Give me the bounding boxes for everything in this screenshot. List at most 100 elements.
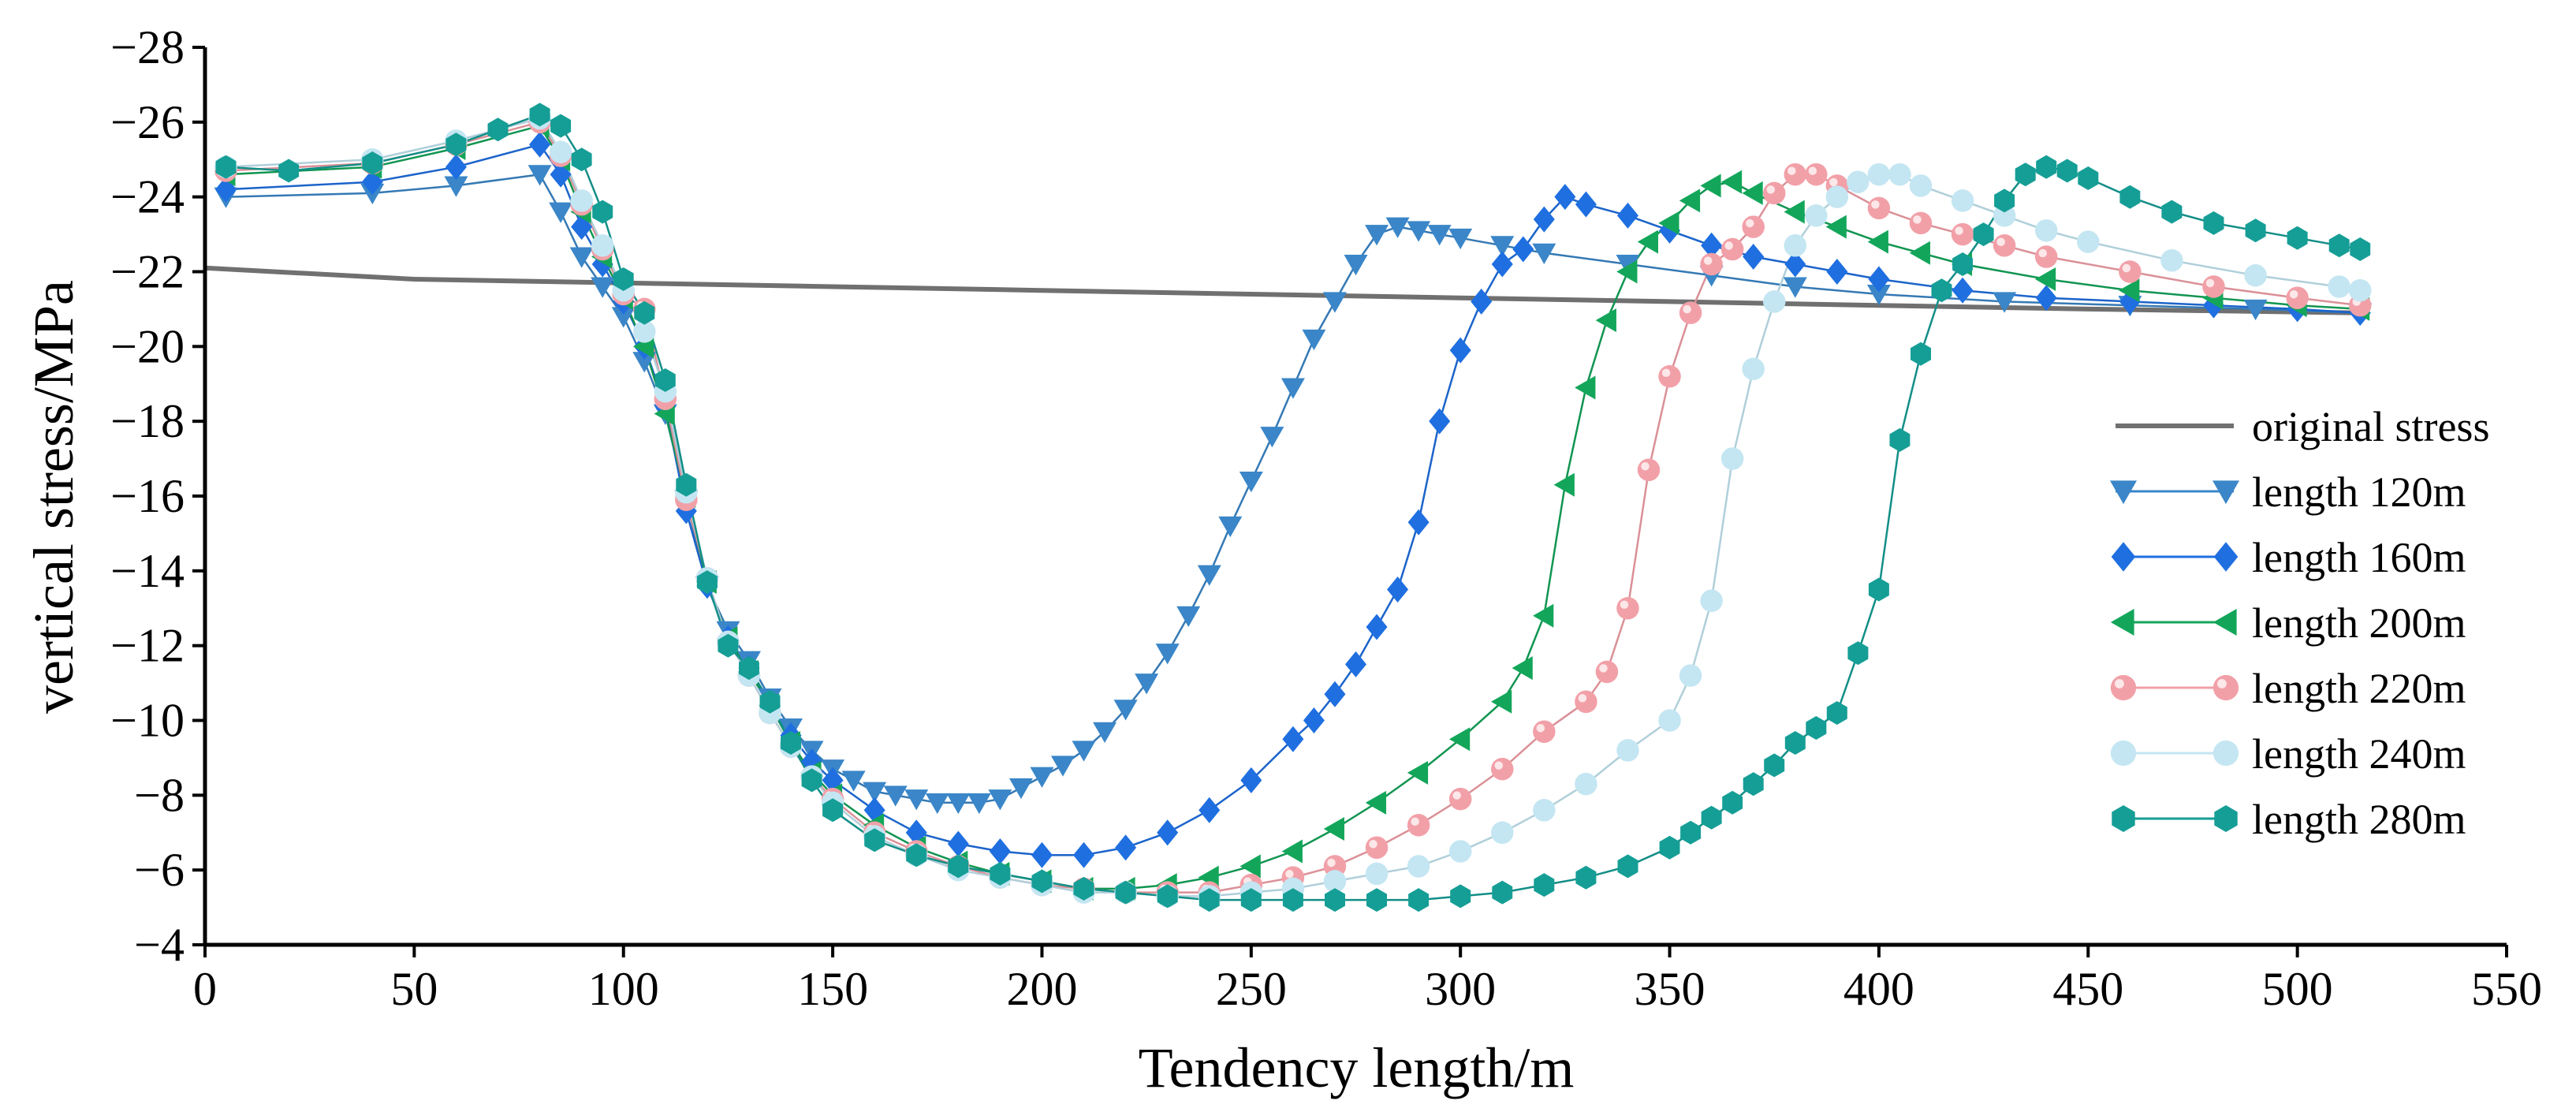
diamond-marker [1240,767,1262,793]
sphere-highlight [1661,368,1671,378]
diamond-marker [529,131,551,158]
hexagon-marker [2112,805,2135,832]
circle-marker [2328,275,2350,298]
sphere-marker [1616,597,1639,620]
triangle-left-marker [2213,609,2237,636]
diamond-marker [989,838,1011,864]
sphere-marker [1448,787,1472,811]
hexagon-marker [1492,880,1513,905]
y-tick-label: −12 [110,620,185,672]
sphere-marker [1993,234,2016,257]
circle-marker [633,320,656,343]
sphere-highlight [2205,278,2215,288]
sphere-highlight [1808,166,1817,175]
diamond-marker [1868,266,1890,293]
circle-marker [1658,709,1681,732]
y-axis-title: vertical stress/MPa [22,280,85,714]
sphere-highlight [2216,678,2227,688]
diamond-marker [1366,614,1388,640]
triangle-left-marker [1365,790,1387,815]
circle-marker [1365,862,1389,886]
sphere-highlight [1599,664,1608,673]
hexagon-marker [215,155,237,179]
x-ticks: 0 50 100 150 200 250 300 350 400 450 500 550 [193,945,2542,1015]
hexagon-marker [801,768,822,793]
hexagon-marker [1617,854,1638,879]
hexagon-marker [1847,641,1869,666]
sphere-highlight [2114,678,2124,688]
triangle-down-marker [1302,329,1326,351]
circle-marker [1679,664,1702,687]
sphere-marker [1784,162,1807,186]
sphere-highlight [1766,185,1775,194]
triangle-left-marker [1575,375,1596,400]
sphere-highlight [1703,256,1713,265]
hexagon-marker [634,300,655,325]
circle-marker [549,140,572,164]
diamond-marker [1073,841,1095,868]
hexagon-marker [1031,869,1053,894]
hexagon-marker [2214,805,2238,832]
hexagon-marker [781,731,801,755]
hexagon-marker [2203,211,2224,235]
circle-marker [1700,589,1723,613]
hexagon-marker [822,798,844,823]
hexagon-marker [1889,427,1911,452]
hexagon-marker [1701,805,1722,830]
series-markers [215,103,2371,912]
triangle-down-marker [528,165,552,186]
triangle-left-marker [1784,200,1805,224]
sphere-highlight [1745,218,1754,228]
circle-marker [1909,174,1933,197]
circle-marker [1575,772,1597,796]
hexagon-marker [1784,731,1806,755]
circle-marker [1951,189,1974,212]
legend-entry: length 200m [2110,599,2466,647]
triangle-down-marker [1783,277,1807,298]
triangle-down-marker [946,793,971,815]
sphere-highlight [1327,858,1336,868]
triangle-down-marker [569,247,594,268]
series-line [226,173,2361,804]
sphere-highlight [2122,263,2131,273]
hexagon-marker [1450,884,1471,909]
triangle-left-marker [2110,609,2134,636]
hexagon-marker [759,689,781,714]
y-tick-label: −8 [134,769,185,821]
triangle-down-marker [1532,243,1556,265]
hexagon-marker [2119,185,2141,209]
circle-marker [1825,185,1849,208]
triangle-down-marker [1218,516,1243,538]
hexagon-marker [1575,865,1597,890]
hexagon-marker [2350,237,2371,261]
hexagon-marker [529,103,550,127]
diamond-marker [1407,509,1430,535]
triangle-down-marker [2243,299,2268,321]
diamond-marker [1157,819,1179,846]
hexagon-marker [2078,166,2099,190]
hexagon-marker [1806,716,1827,740]
triangle-down-marker [1260,427,1284,448]
sphere-marker [2110,674,2137,701]
hexagon-marker [1868,577,1889,602]
triangle-left-marker [2034,267,2056,291]
sphere-marker [2213,674,2239,701]
triangle-down-marker [1113,700,1138,721]
y-tick-label: −20 [110,320,185,372]
hexagon-marker [1157,884,1178,909]
legend-label: length 120m [2252,468,2466,516]
hexagon-marker [1240,888,1262,912]
sphere-highlight [1871,200,1880,209]
sphere-marker [1762,181,1786,205]
triangle-down-marker [988,789,1012,811]
legend-entry: length 220m [2110,665,2466,712]
hexagon-marker [2056,159,2078,183]
sphere-highlight [1724,241,1733,250]
triangle-down-marker [611,307,636,328]
sphere-highlight [1955,226,1963,235]
circle-marker [2348,278,2372,302]
diamond-marker [1533,206,1555,233]
y-tick-label: −18 [110,395,185,447]
triangle-left-marker [2119,278,2140,303]
triangle-left-marker [1240,854,1261,879]
